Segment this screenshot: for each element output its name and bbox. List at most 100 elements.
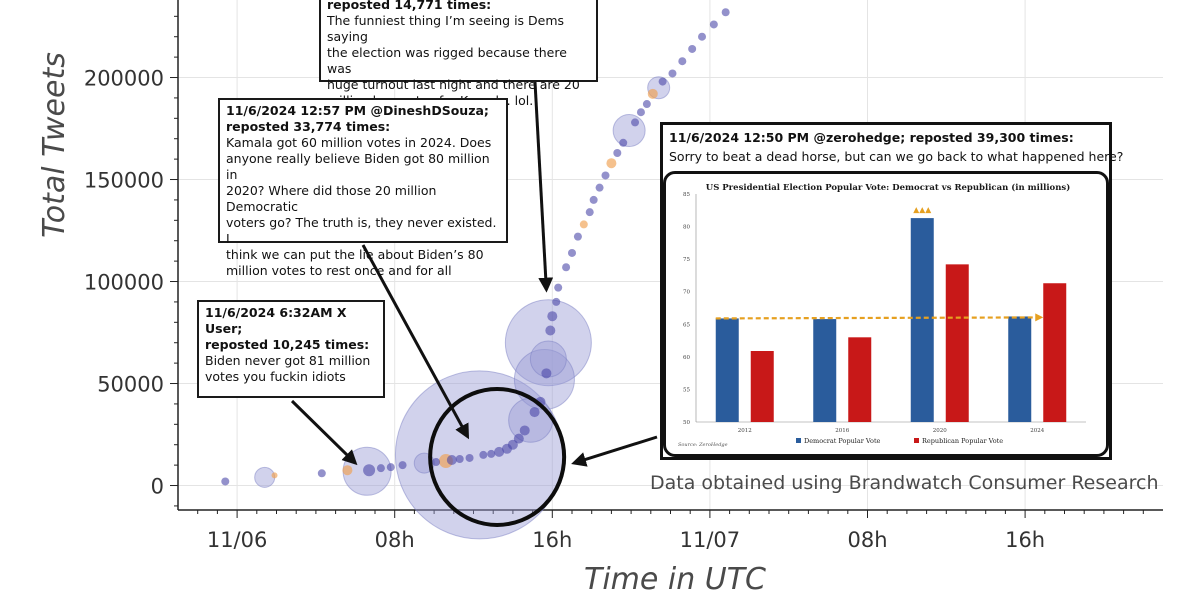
x-tick-label: 16h [1005, 528, 1045, 552]
data-point [678, 57, 687, 66]
inset-bar [813, 319, 837, 422]
x-tick-label: 11/07 [680, 528, 741, 552]
inset-y-tick-label: 65 [683, 322, 690, 328]
data-point [721, 8, 730, 17]
inset-y-tick-label: 80 [683, 225, 690, 231]
data-point [432, 458, 441, 467]
callout-dsouza-line-2: anyone really believe Biden got 80 milli… [226, 151, 490, 182]
callout-upper-line-2: the election was rigged because there wa… [327, 45, 567, 76]
data-point [494, 446, 505, 457]
inset-y-tick-label: 70 [683, 290, 690, 296]
data-point [513, 433, 524, 444]
callout-arrow [533, 81, 554, 293]
inset-trend-line [715, 316, 1036, 320]
inset-up-arrow [919, 207, 926, 214]
data-source-note: Data obtained using Brandwatch Consumer … [650, 472, 1159, 494]
data-point [612, 114, 646, 148]
callout-dsouza-header-2: reposted 33,774 times: [226, 119, 391, 134]
zerohedge-header: 11/6/2024 12:50 PM @zerohedge; reposted … [669, 130, 1074, 145]
data-point [642, 100, 651, 109]
inset-up-arrow [925, 207, 932, 214]
data-point [487, 449, 496, 458]
data-point [658, 77, 667, 86]
inset-y-tick-label: 55 [683, 387, 690, 393]
inset-legend-swatch [914, 438, 919, 443]
data-point [595, 183, 604, 192]
inset-legend-label: Democrat Popular Vote [804, 437, 881, 445]
inset-up-arrow [913, 207, 920, 214]
data-point [465, 453, 474, 462]
data-point [455, 455, 464, 463]
data-point [619, 138, 628, 147]
inset-bar [848, 337, 872, 422]
data-point [446, 455, 457, 466]
y-tick-label: 100000 [84, 271, 164, 295]
data-point [554, 283, 563, 292]
inset-bar [715, 318, 739, 422]
inset-bars [715, 207, 1067, 422]
data-point [568, 248, 576, 257]
data-point [479, 450, 488, 459]
inset-y-tick-label: 50 [683, 420, 690, 426]
data-point [376, 464, 385, 473]
data-point [601, 171, 610, 180]
data-point [342, 465, 353, 476]
data-point [221, 477, 230, 486]
data-point [631, 118, 640, 127]
data-point [668, 69, 677, 78]
callout-upper-header: reposted 14,771 times: [327, 0, 492, 12]
data-point [552, 297, 561, 306]
data-point [709, 20, 718, 29]
data-point [647, 88, 658, 99]
data-points [221, 8, 730, 540]
data-point [529, 407, 540, 418]
data-point [573, 232, 582, 241]
zerohedge-tweet-panel: 11/6/2024 12:50 PM @zerohedge; reposted … [660, 122, 1123, 460]
data-point [254, 466, 276, 488]
data-point [579, 220, 588, 229]
x-tick-label: 08h [375, 528, 415, 552]
x-tick-label: 11/06 [207, 528, 268, 552]
y-axis-title: Total Tweets [37, 52, 72, 238]
inset-x-tick-label: 2024 [1030, 428, 1044, 434]
data-point [688, 44, 697, 53]
x-tick-label: 08h [847, 528, 887, 552]
data-point [636, 108, 645, 117]
callout-upper-line-1: The funniest thing I’m seeing is Dems sa… [327, 13, 565, 44]
callout-dsouza-line-6: million votes to rest once and for all [226, 263, 452, 278]
y-tick-label: 150000 [84, 169, 164, 193]
zerohedge-body: Sorry to beat a dead horse, but can we g… [669, 149, 1124, 164]
data-point [547, 311, 558, 322]
data-point [363, 464, 376, 477]
y-tick-label: 50000 [97, 373, 164, 397]
inset-x-tick-label: 2012 [738, 428, 752, 434]
inset-legend-swatch [796, 438, 801, 443]
data-point [519, 425, 530, 436]
callout-arrow [361, 244, 470, 440]
data-point [317, 469, 326, 478]
callout-upper-tweet: reposted 14,771 times: The funniest thin… [319, 0, 598, 108]
x-tick-label: 16h [532, 528, 572, 552]
inset-bar [1043, 283, 1067, 422]
callout-arrow [571, 435, 658, 467]
inset-y-tick-label: 85 [683, 192, 690, 198]
inset-bar-chart-frame: US Presidential Election Popular Vote: D… [663, 171, 1109, 457]
inset-source-label: Source: ZeroHedge [678, 442, 728, 448]
inset-legend: Democrat Popular Vote Republican Popular … [796, 437, 1003, 445]
callout-xuser-tweet: 11/6/2024 6:32AM X User; reposted 10,245… [197, 300, 385, 398]
inset-legend-label: Republican Popular Vote [922, 437, 1003, 445]
highlight-circle [428, 386, 567, 527]
data-point [606, 158, 617, 169]
callout-dsouza-line-5: think we can put the lie about Biden’s 8… [226, 247, 484, 262]
callout-dsouza-line-1: Kamala got 60 million votes in 2024. Doe… [226, 135, 492, 150]
callout-xuser-line-1: Biden never got 81 million [205, 353, 371, 368]
callout-dsouza-header-1: 11/6/2024 12:57 PM @DineshDSouza; [226, 103, 489, 118]
inset-trend-arrowhead [1035, 313, 1044, 322]
data-point [386, 463, 395, 472]
inset-x-tick-label: 2020 [933, 428, 947, 434]
inset-y-tick-label: 75 [683, 257, 690, 263]
axes: 0 50000 100000 150000 200000 11/06 08h 16h 11/07… [84, 0, 1163, 552]
data-point [545, 325, 556, 336]
data-point [613, 149, 622, 157]
